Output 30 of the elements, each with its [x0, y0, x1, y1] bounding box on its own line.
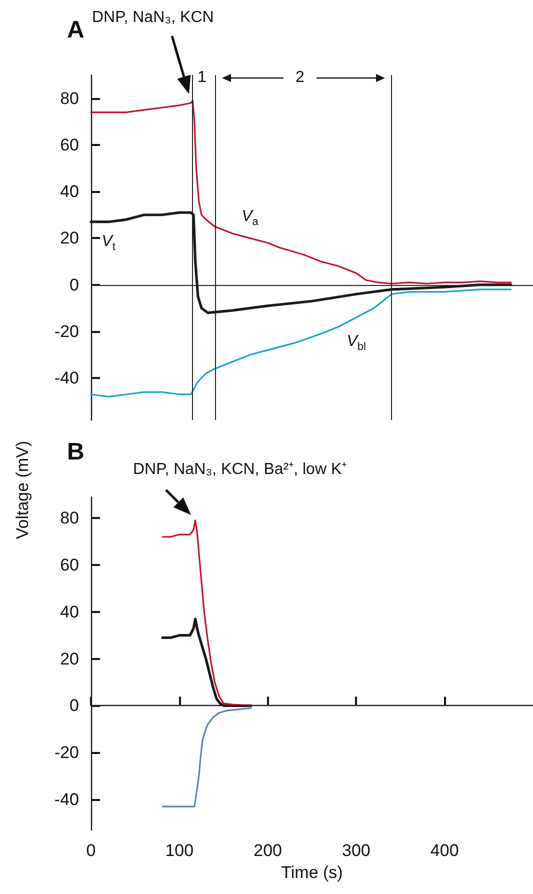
y-tick-label: 20 — [60, 649, 79, 668]
y-tick-label: 0 — [70, 696, 79, 716]
chart-title: B — [67, 438, 84, 466]
text: DNP, NaN₃, KCN, Ba²⁺, low K⁺ — [133, 461, 347, 478]
y-tick-label: 80 — [60, 88, 79, 108]
y-tick-label: 40 — [60, 602, 79, 622]
x-axis-title: Time (s) — [281, 863, 343, 882]
y-axis-title: Voltage (mV) — [13, 440, 32, 540]
chart-title: A — [67, 16, 84, 44]
x-tick-label: 0 — [86, 841, 96, 860]
annotation: 1 — [198, 69, 206, 86]
y-tick-label: 20 — [60, 228, 79, 248]
y-tick-label: -20 — [54, 322, 79, 341]
text: DNP, NaN₃, KCN — [92, 9, 214, 26]
series-label: V$_{a}$ — [242, 208, 258, 228]
y-tick-label: 40 — [60, 182, 79, 202]
y-tick-label: -20 — [54, 743, 79, 762]
y-tick-label: 60 — [60, 135, 79, 154]
x-tick-label: 100 — [165, 841, 194, 860]
x-tick-label: 200 — [254, 841, 282, 860]
y-tick-label: -40 — [54, 790, 79, 810]
y-tick-label: 60 — [60, 556, 79, 575]
series-label: V$_{t}$ — [102, 233, 116, 254]
x-tick-label: 400 — [430, 841, 459, 860]
y-tick-label: -40 — [54, 368, 79, 388]
x-tick-label: 300 — [342, 841, 370, 860]
y-tick-label: 80 — [60, 508, 79, 528]
series-label: V$_{bl}$ — [346, 332, 366, 354]
annotation: 2 — [296, 69, 304, 86]
y-tick-label: 0 — [70, 275, 79, 294]
